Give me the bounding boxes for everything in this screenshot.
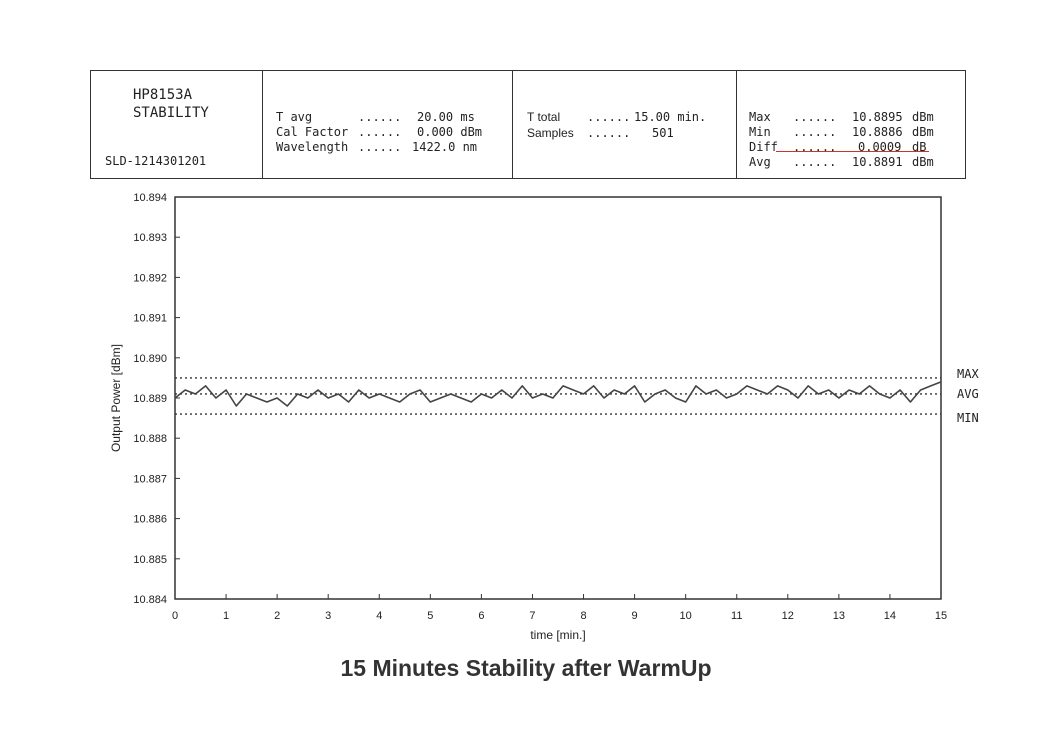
x-tick-label: 12 (782, 610, 794, 622)
y-axis-label: Output Power [dBm] (109, 344, 123, 452)
x-tick-label: 5 (427, 610, 433, 622)
stat-value-avg: 10.8891 (852, 155, 903, 169)
param-value-t-avg: 20.00 ms (417, 110, 475, 124)
y-tick-label: 10.894 (133, 192, 167, 204)
y-tick-label: 10.885 (133, 554, 167, 566)
device-cell: HP8153A STABILITY SLD-1214301201 (91, 71, 263, 178)
stat-dots: ...... (793, 140, 837, 154)
x-tick-label: 9 (632, 610, 638, 622)
x-tick-label: 14 (884, 610, 896, 622)
param-dots: ...... (587, 110, 631, 124)
stat-dots: ...... (793, 125, 837, 139)
param-value-t-total: 15.00 min. (634, 110, 707, 124)
x-tick-label: 13 (833, 610, 845, 622)
y-tick-label: 10.893 (133, 232, 167, 244)
stat-label-max: Max (749, 110, 771, 124)
y-tick-label: 10.891 (133, 313, 167, 325)
statistics-cell: Max ...... 10.8895 dBm Min ...... 10.888… (736, 71, 965, 178)
param-label-t-avg: T avg (276, 110, 313, 124)
timing-cell: T total ...... 15.00 min. Samples ......… (512, 71, 737, 178)
y-tick-label: 10.884 (133, 594, 167, 606)
y-tick-label: 10.886 (133, 514, 167, 526)
plot-area (174, 196, 942, 600)
param-value-samples: 501 (652, 126, 674, 140)
x-tick-label: 11 (731, 610, 742, 622)
stat-label-diff: Diff (749, 140, 778, 154)
x-tick-label: 3 (325, 610, 331, 622)
x-tick-label: 10 (680, 610, 692, 622)
stat-value-min: 10.8886 (852, 125, 903, 139)
param-dots: ...... (358, 125, 402, 139)
reference-label-max: MAX (957, 367, 979, 381)
stat-unit-diff: dB (912, 140, 927, 154)
stat-value-max: 10.8895 (852, 110, 903, 124)
x-tick-label: 2 (274, 610, 280, 622)
param-value-cal-factor: 0.000 dBm (417, 125, 483, 139)
y-tick-label: 10.889 (133, 393, 167, 405)
stat-dots: ...... (793, 155, 837, 169)
stat-dots: ...... (793, 110, 837, 124)
x-tick-label: 15 (935, 610, 947, 622)
x-tick-label: 8 (580, 610, 586, 622)
mode-label: STABILITY (133, 105, 209, 121)
y-tick-label: 10.888 (133, 433, 167, 445)
measurement-header: HP8153A STABILITY SLD-1214301201 T avg .… (90, 70, 966, 179)
x-tick-label: 1 (223, 610, 229, 622)
stat-unit-min: dBm (912, 125, 934, 139)
param-label-wavelength: Wavelength (276, 140, 349, 154)
settings-cell: T avg ...... 20.00 ms Cal Factor ...... … (262, 71, 513, 178)
reference-label-min: MIN (957, 411, 979, 425)
y-tick-label: 10.892 (133, 272, 167, 284)
x-tick-label: 6 (478, 610, 484, 622)
stat-label-min: Min (749, 125, 771, 139)
serial-number: SLD-1214301201 (105, 154, 207, 168)
param-label-samples: Samples (527, 126, 574, 140)
reference-label-avg: AVG (957, 387, 979, 401)
stat-unit-avg: dBm (912, 155, 934, 169)
series-line-output-power (174, 381, 942, 407)
chart-title: 15 Minutes Stability after WarmUp (340, 655, 712, 681)
stat-value-diff: 0.0009 (858, 140, 902, 154)
param-dots: ...... (358, 140, 402, 154)
stat-label-avg: Avg (749, 155, 771, 169)
diff-underline (776, 151, 929, 152)
param-dots: ...... (587, 126, 631, 140)
x-axis-label: time [min.] (530, 628, 585, 642)
param-label-cal-factor: Cal Factor (276, 125, 349, 139)
stat-unit-max: dBm (912, 110, 934, 124)
x-tick-label: 0 (172, 610, 178, 622)
param-label-t-total: T total (527, 110, 561, 124)
x-tick-label: 7 (529, 610, 535, 622)
param-dots: ...... (358, 110, 402, 124)
device-name: HP8153A (133, 87, 193, 103)
y-tick-label: 10.887 (133, 473, 167, 485)
x-tick-label: 4 (376, 610, 382, 622)
y-tick-label: 10.890 (133, 353, 167, 365)
param-value-wavelength: 1422.0 nm (412, 140, 478, 154)
